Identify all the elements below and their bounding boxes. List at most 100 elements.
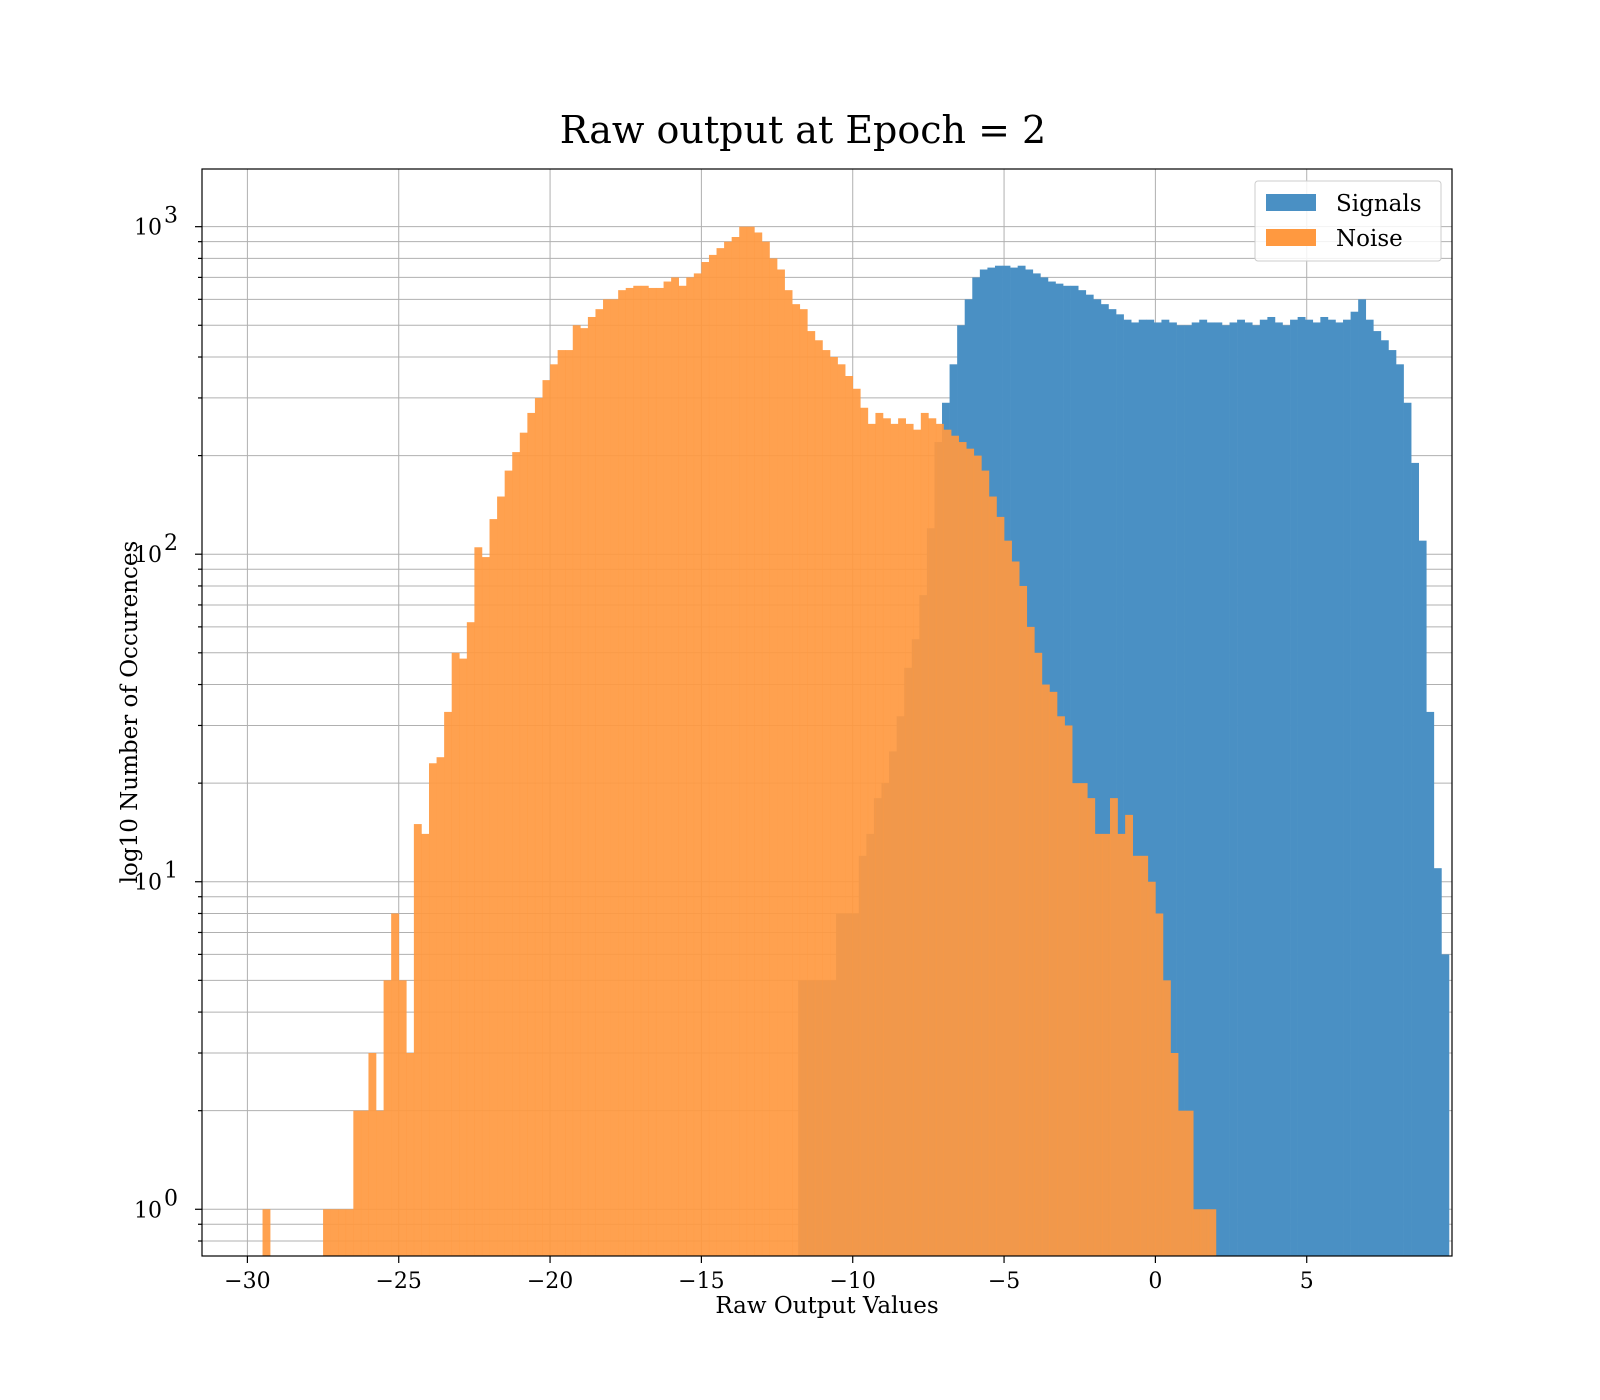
bar-noise — [489, 519, 498, 1256]
bar-signals — [1138, 319, 1147, 1256]
bar-noise — [603, 299, 611, 1256]
bar-noise — [1125, 814, 1133, 1256]
bar-noise — [323, 1209, 331, 1256]
bar-signals — [1252, 325, 1261, 1256]
bar-noise — [784, 290, 793, 1256]
y-tick-label: 10 — [134, 216, 162, 241]
bar-noise — [376, 1110, 384, 1256]
bar-noise — [444, 711, 452, 1256]
x-tick-label: −15 — [678, 1269, 724, 1294]
bar-noise — [754, 232, 763, 1256]
bar-noise — [966, 448, 975, 1256]
x-tick-label: 0 — [1148, 1269, 1162, 1294]
bar-noise — [693, 273, 702, 1257]
bar-signals — [1078, 290, 1087, 1256]
bar-noise — [731, 236, 740, 1256]
bar-signals — [1085, 294, 1094, 1256]
bar-signals — [1131, 322, 1140, 1256]
bar-noise — [845, 376, 854, 1256]
bar-noise — [610, 299, 619, 1256]
bar-noise — [822, 350, 831, 1256]
bar-noise — [534, 397, 543, 1256]
bar-signals — [1116, 314, 1124, 1256]
bar-noise — [678, 285, 687, 1256]
bar-noise — [837, 364, 846, 1256]
bar-signals — [1123, 319, 1132, 1256]
bar-noise — [943, 429, 952, 1256]
bar-noise — [391, 913, 400, 1256]
bar-noise — [1041, 684, 1050, 1256]
bar-noise — [1019, 585, 1028, 1256]
bar-noise — [1087, 798, 1096, 1256]
bar-signals — [1229, 322, 1238, 1256]
bar-signals — [1403, 402, 1412, 1256]
bar-noise — [1094, 833, 1103, 1256]
bar-noise — [890, 423, 899, 1256]
bar-signals — [1426, 711, 1435, 1256]
bar-signals — [1191, 322, 1200, 1256]
bar-noise — [860, 407, 869, 1256]
bar-signals — [1297, 316, 1306, 1257]
bar-noise — [920, 412, 929, 1257]
bar-noise — [481, 557, 490, 1256]
x-tick-label: −25 — [376, 1269, 422, 1294]
bar-signals — [1312, 322, 1321, 1256]
bar-noise — [459, 658, 468, 1256]
bar-noise — [519, 432, 528, 1256]
bar-noise — [686, 277, 695, 1256]
legend-label-signals: Signals — [1336, 191, 1422, 217]
bar-noise — [557, 350, 566, 1256]
bar-noise — [406, 1052, 415, 1256]
x-tick-label: −10 — [830, 1269, 876, 1294]
bar-signals — [1169, 322, 1177, 1256]
bar-noise — [814, 340, 823, 1256]
bar-noise — [512, 452, 521, 1256]
bar-signals — [1070, 285, 1079, 1256]
bar-noise — [640, 285, 649, 1256]
bar-noise — [1109, 798, 1118, 1256]
y-tick-exponent: 1 — [164, 859, 178, 884]
bar-noise — [1079, 783, 1088, 1256]
bar-noise — [799, 309, 808, 1256]
x-tick-label: −30 — [224, 1269, 270, 1294]
bar-noise — [580, 328, 589, 1257]
bar-signals — [1161, 319, 1170, 1256]
bar-noise — [1185, 1110, 1194, 1256]
bar-noise — [905, 423, 914, 1256]
bar-noise — [701, 262, 710, 1256]
bar-noise — [852, 388, 861, 1257]
y-tick-label: 10 — [134, 1198, 162, 1223]
chart-title: Raw output at Epoch = 2 — [560, 108, 1046, 152]
bar-signals — [1244, 322, 1253, 1256]
bar-noise — [1155, 913, 1164, 1256]
bar-noise — [958, 442, 967, 1256]
bar-noise — [1004, 540, 1012, 1256]
bar-noise — [724, 241, 732, 1256]
bar-noise — [421, 833, 430, 1256]
bar-noise — [882, 418, 891, 1256]
x-tick-label: 5 — [1300, 1269, 1314, 1294]
bar-noise — [360, 1110, 369, 1256]
bar-noise — [1193, 1209, 1202, 1256]
bar-noise — [595, 309, 604, 1256]
plot-frame — [201, 168, 1453, 1257]
bar-signals — [1108, 309, 1117, 1256]
bar-signals — [1282, 325, 1291, 1256]
bar-signals — [1396, 364, 1404, 1256]
bar-noise — [1034, 652, 1043, 1256]
bar-noise — [368, 1052, 377, 1256]
bar-noise — [671, 277, 679, 1256]
y-tick-label: 10 — [134, 871, 162, 896]
legend-swatch-signals — [1266, 194, 1316, 211]
bar-noise — [1117, 833, 1126, 1256]
bar-noise — [497, 496, 505, 1256]
bar-noise — [1162, 980, 1171, 1256]
bar-noise — [769, 258, 778, 1256]
legend-label-noise: Noise — [1336, 226, 1403, 252]
bar-noise — [550, 364, 558, 1256]
bar-noise — [807, 331, 816, 1257]
bar-noise — [1208, 1209, 1217, 1256]
bar-noise — [898, 418, 906, 1256]
bar-noise — [338, 1209, 347, 1256]
